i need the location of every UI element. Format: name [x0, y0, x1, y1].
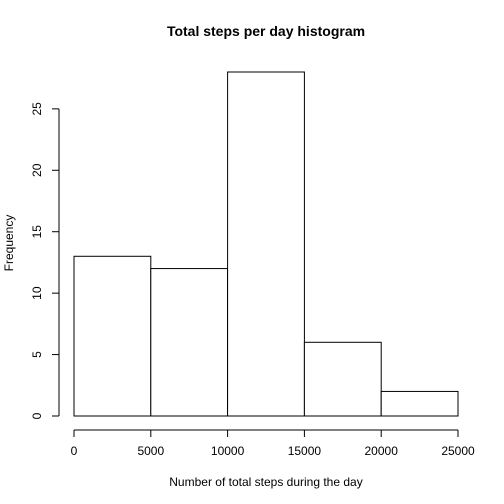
y-tick-label-2: 10 [30, 286, 44, 300]
y-axis-label: Frequency [2, 215, 16, 272]
chart-title: Total steps per day histogram [167, 23, 365, 39]
histogram-bar-3 [304, 342, 381, 416]
y-tick-label-5: 25 [30, 102, 44, 116]
y-tick-label-1: 5 [30, 351, 44, 358]
bars-group [74, 72, 458, 416]
x-tick-label-2: 10000 [211, 444, 245, 458]
x-axis: 0 5000 10000 15000 20000 25000 [71, 430, 475, 458]
y-tick-label-3: 15 [30, 225, 44, 239]
x-axis-label: Number of total steps during the day [169, 475, 362, 489]
histogram-bar-4 [381, 391, 458, 416]
y-tick-label-4: 20 [30, 163, 44, 177]
x-tick-label-0: 0 [71, 444, 78, 458]
y-tick-label-0: 0 [30, 412, 44, 419]
histogram-bar-0 [74, 256, 151, 416]
x-tick-label-1: 5000 [137, 444, 164, 458]
histogram-bar-1 [151, 269, 228, 416]
x-tick-label-3: 15000 [288, 444, 322, 458]
x-tick-label-4: 20000 [365, 444, 399, 458]
histogram-bar-2 [228, 72, 305, 416]
x-tick-label-5: 25000 [441, 444, 475, 458]
y-axis: 0 5 10 15 20 25 [30, 102, 59, 419]
